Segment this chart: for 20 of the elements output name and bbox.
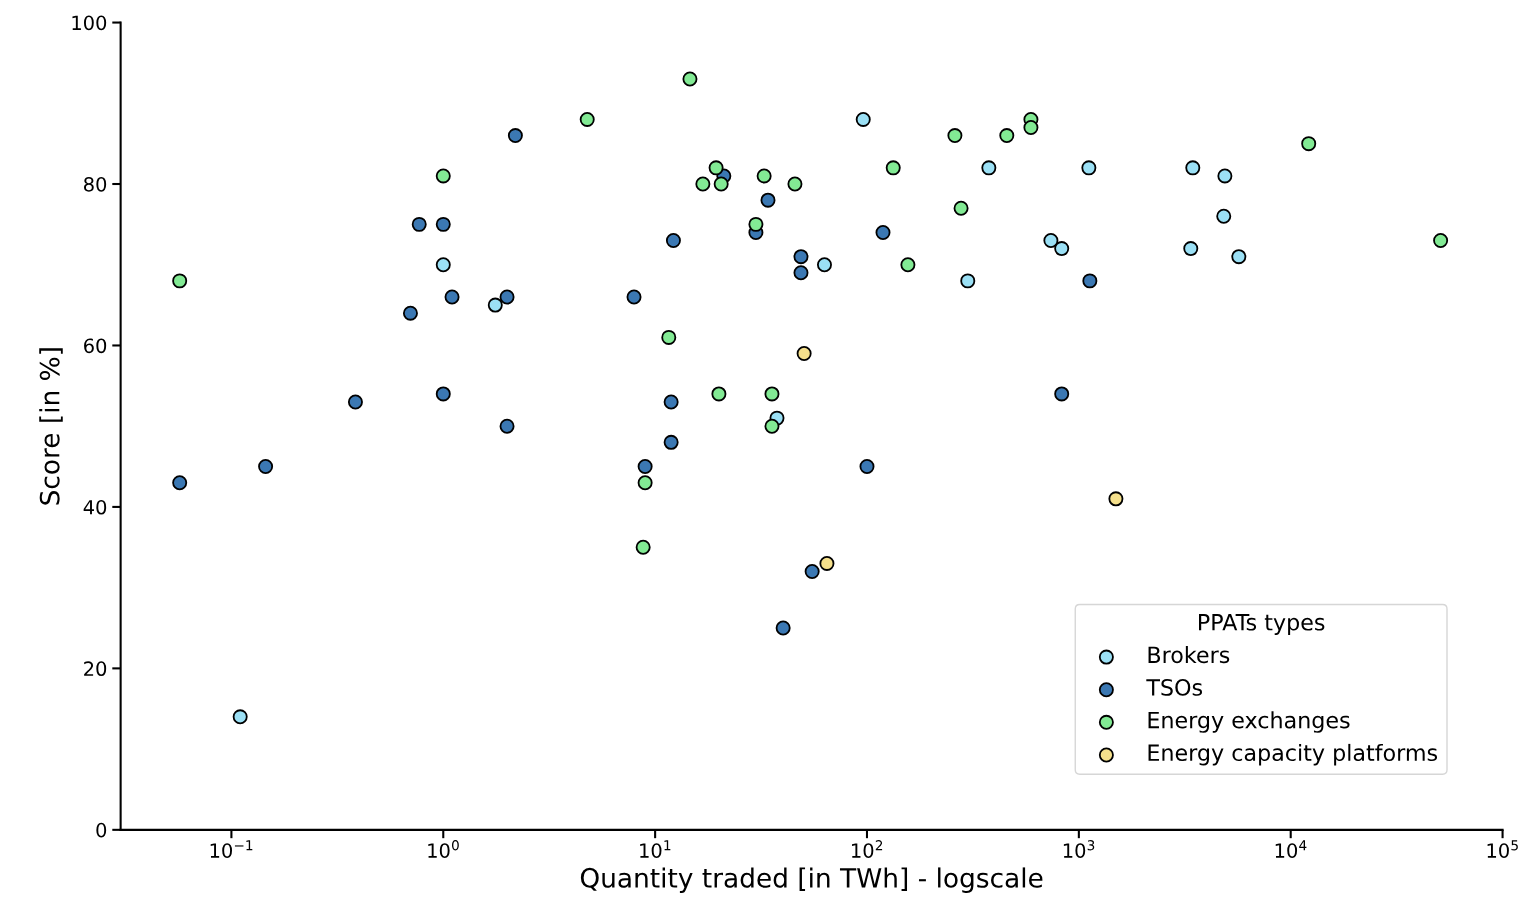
y-axis-title: Score [in %] [39,348,63,505]
x-tick-label: 10$^{0}$ [428,840,459,858]
legend-label: Brokers [1148,646,1230,664]
legend-label: Energy exchanges [1148,711,1350,733]
y-tick-label: 0 [96,822,107,838]
x-tick-label: 10$^{5}$ [1487,840,1518,858]
y-tick-label: 100 [72,15,107,31]
x-tick-label: 10$^{−1}$ [210,840,253,858]
x-tick-label: 10$^{3}$ [1063,840,1095,858]
y-tick-label: 40 [83,499,107,515]
x-tick-label: 10$^{2}$ [852,840,883,858]
y-tick-label: 60 [84,338,107,354]
x-tick-label: 10$^{4}$ [1275,840,1307,858]
y-tick-label: 20 [84,661,107,677]
legend-label: Energy capacity platforms [1148,743,1438,766]
y-tick-label: 80 [84,176,107,192]
legend-title: PPATs types [1199,614,1325,635]
x-axis-title: Quantity traded [in TWh] - logscale [580,867,1043,893]
x-tick-label: 10$^{1}$ [640,840,671,858]
legend-label: TSOs [1146,679,1203,696]
